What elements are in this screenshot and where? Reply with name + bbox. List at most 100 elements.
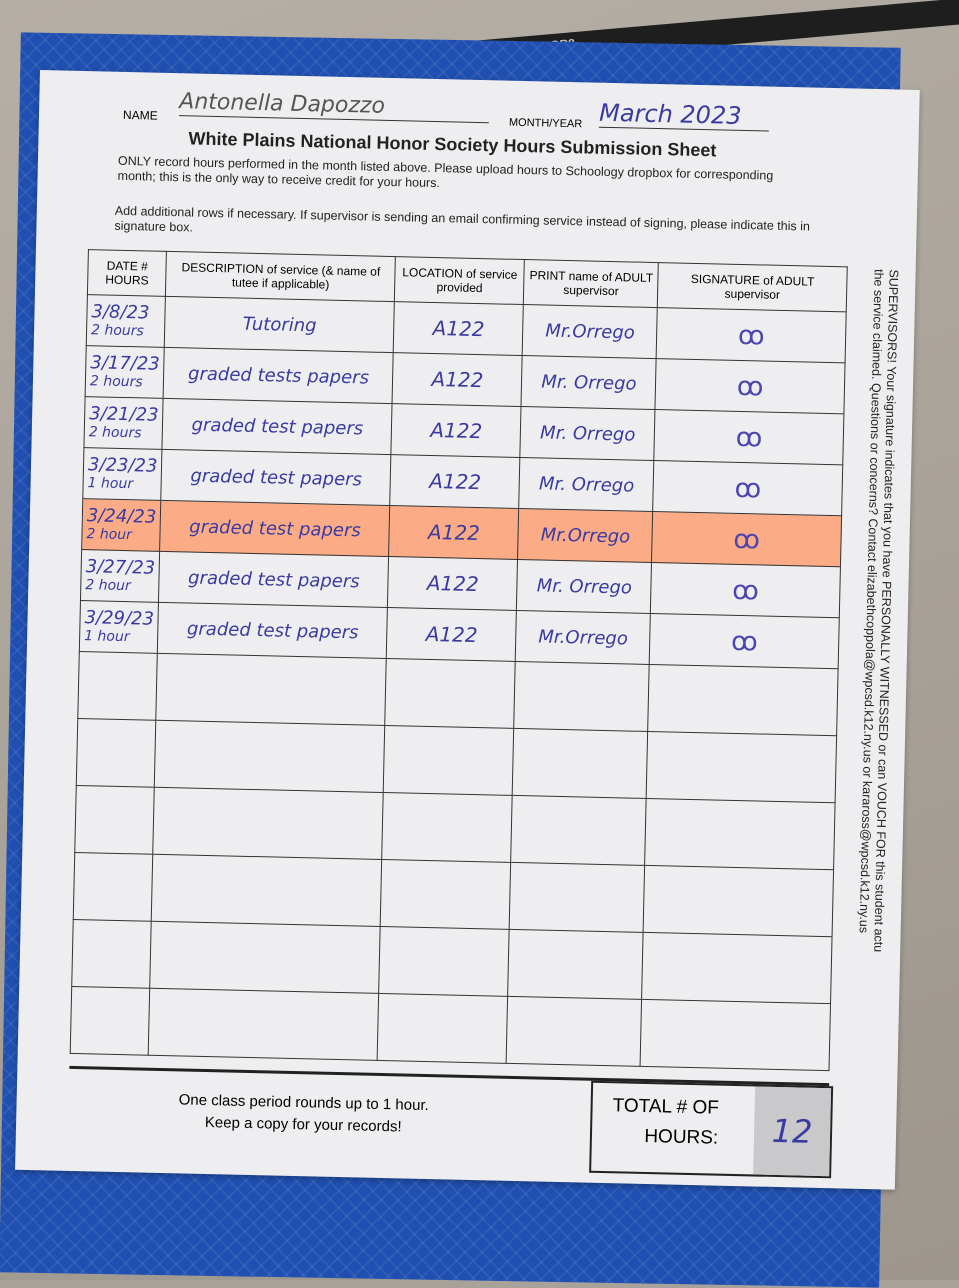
empty-cell — [156, 653, 387, 726]
name-field: Antonella Dapozzo — [178, 89, 490, 124]
supervisor-cell: Mr. Orrego — [519, 457, 655, 512]
total-hours-value: 12 — [753, 1086, 832, 1177]
signature-cell: ꝏ — [653, 460, 843, 516]
empty-cell — [377, 993, 508, 1064]
hours: 2 hour — [85, 577, 131, 595]
supervisor-cell: Mr.Orrego — [522, 304, 658, 359]
signature-cell: ꝏ — [654, 409, 844, 465]
hours: 1 hour — [83, 628, 130, 646]
location-cell: A122 — [387, 556, 518, 611]
col-location: LOCATION of service provided — [394, 256, 525, 305]
total-hours-box: TOTAL # OF HOURS: 12 — [589, 1080, 834, 1179]
empty-cell — [506, 996, 642, 1067]
supervisor-cell: Mr.Orrego — [517, 508, 654, 563]
empty-cell — [507, 929, 644, 1000]
empty-cell — [385, 658, 516, 729]
empty-cell — [76, 718, 157, 788]
supervisor-cell: Mr. Orrego — [516, 559, 652, 614]
col-date: DATE # HOURS — [87, 249, 167, 297]
name-label: NAME — [122, 107, 158, 123]
signature-cell: ꝏ — [655, 358, 846, 414]
description-cell: graded tests papers — [163, 347, 394, 404]
date: 3/29/23 — [84, 607, 155, 630]
footer: One class period rounds up to 1 hour. Ke… — [67, 1065, 834, 1179]
description-cell: graded test papers — [162, 398, 393, 455]
empty-cell — [150, 921, 381, 994]
empty-cell — [71, 919, 152, 989]
total-label-2: HOURS: — [644, 1125, 719, 1149]
date-cell: 3/27/23 2 hour — [80, 549, 161, 603]
total-label-1: TOTAL # OF — [612, 1095, 720, 1119]
supervisor-cell: Mr. Orrego — [521, 355, 657, 410]
col-description: DESCRIPTION of service (& name of tutee … — [165, 251, 396, 302]
empty-cell — [74, 785, 155, 855]
month-field: March 2023 — [598, 98, 770, 132]
date: 3/21/23 — [88, 403, 159, 426]
location-cell: A122 — [390, 454, 521, 509]
empty-cell — [641, 932, 833, 1004]
description-cell: graded test papers — [160, 500, 391, 557]
supervisor-cell: Mr.Orrego — [515, 610, 651, 665]
empty-cell — [153, 787, 384, 860]
footer-note: One class period rounds up to 1 hour. Ke… — [178, 1089, 429, 1139]
empty-cell — [646, 731, 837, 803]
empty-cell — [514, 661, 650, 732]
location-cell: A122 — [391, 403, 522, 458]
date-cell: 3/23/23 1 hour — [82, 447, 163, 501]
date-cell: 3/8/23 2 hours — [86, 294, 166, 348]
description-cell: graded test papers — [161, 449, 392, 506]
empty-cell — [643, 865, 834, 937]
supervisor-cell: Mr. Orrego — [520, 406, 656, 461]
description-cell: graded test papers — [157, 602, 388, 659]
hours: 2 hours — [88, 424, 142, 442]
empty-cell — [383, 725, 515, 796]
empty-cell — [73, 852, 154, 922]
location-cell: A122 — [388, 505, 520, 560]
date-cell: 3/21/23 2 hours — [83, 396, 164, 450]
empty-cell — [382, 792, 513, 863]
hours: 1 hour — [87, 475, 134, 493]
empty-cell — [511, 795, 647, 866]
location-cell: A122 — [386, 607, 517, 662]
empty-cell — [77, 651, 158, 721]
hours: 2 hours — [89, 373, 143, 391]
signature-cell: ꝏ — [650, 562, 841, 618]
date-cell: 3/17/23 2 hours — [85, 345, 165, 399]
date-cell: 3/29/23 1 hour — [79, 600, 159, 654]
date: 3/8/23 — [91, 301, 150, 324]
description-cell: Tutoring — [164, 296, 395, 353]
location-cell: A122 — [393, 301, 524, 356]
hours: 2 hour — [86, 526, 133, 544]
hours: 2 hours — [90, 322, 144, 340]
col-supervisor: PRINT name of ADULT supervisor — [523, 259, 659, 308]
signature-cell: ꝏ — [649, 613, 840, 669]
instructions-additional: Add additional rows if necessary. If sup… — [114, 203, 811, 235]
empty-cell — [379, 926, 510, 997]
empty-cell — [148, 988, 380, 1061]
empty-cell — [380, 859, 512, 930]
description-cell: graded test papers — [158, 551, 389, 608]
date: 3/24/23 — [86, 505, 157, 528]
empty-cell — [512, 728, 649, 799]
empty-cell — [70, 986, 151, 1056]
date: 3/23/23 — [87, 454, 158, 477]
signature-cell: ꝏ — [651, 511, 842, 567]
signature-cell: ꝏ — [656, 307, 847, 363]
location-cell: A122 — [392, 352, 523, 407]
empty-cell — [509, 862, 646, 933]
date: 3/27/23 — [85, 556, 156, 579]
footer-note-2: Keep a copy for your records! — [204, 1114, 402, 1136]
total-label: TOTAL # OF HOURS: — [612, 1091, 720, 1153]
supervisor-note: SUPERVISORS! Your signature indicates th… — [852, 269, 901, 1089]
hours-table: DATE # HOURS DESCRIPTION of service (& n… — [70, 249, 848, 1071]
empty-cell — [648, 664, 839, 736]
date-cell: 3/24/23 2 hour — [81, 498, 162, 552]
empty-cell — [645, 798, 836, 870]
empty-cell — [640, 999, 831, 1071]
col-signature: SIGNATURE of ADULT supervisor — [657, 262, 848, 312]
empty-cell — [151, 854, 383, 927]
date: 3/17/23 — [90, 352, 160, 375]
hours-submission-sheet: NAME Antonella Dapozzo MONTH/YEAR March … — [15, 70, 920, 1190]
month-label: MONTH/YEAR — [508, 116, 583, 131]
empty-cell — [154, 720, 386, 793]
